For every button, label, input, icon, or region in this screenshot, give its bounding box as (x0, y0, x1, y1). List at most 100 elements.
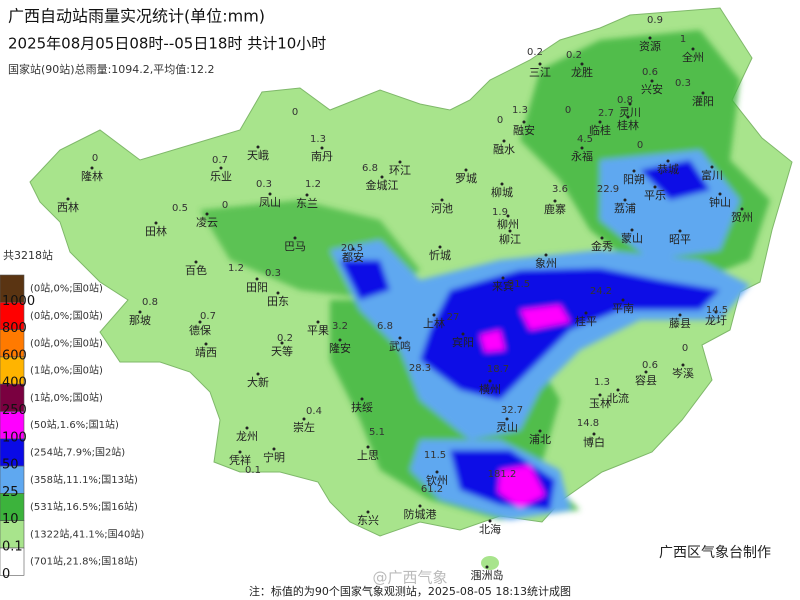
station-dot (666, 159, 670, 163)
rain-patches (200, 30, 770, 520)
rain-reading: 1.9 (492, 207, 508, 218)
station-dot (681, 363, 685, 367)
place-name: 那坡 (129, 314, 151, 327)
station-dot (500, 182, 504, 186)
legend-stats: (0站,0%;国0站) (30, 336, 103, 349)
period: 2025年08月05日08时--05日18时 共计10小时 (8, 35, 326, 53)
station-dot (740, 207, 744, 211)
place-name: 富川 (701, 168, 723, 182)
station-dot (485, 565, 489, 569)
legend-threshold: 100 (2, 430, 27, 445)
rain-reading: 0.6 (642, 360, 658, 371)
place-name: 宁明 (263, 450, 285, 464)
place-name: 柳州 (497, 217, 519, 231)
place-name: 象州 (535, 257, 557, 270)
rain-reading: 0.2 (566, 50, 582, 61)
rain-reading: 2.7 (598, 108, 614, 119)
legend-threshold: 10 (2, 512, 19, 527)
station-dot (522, 120, 526, 124)
rain-reading: 32.7 (501, 405, 523, 416)
legend-stats: (1站,0%;国0站) (30, 391, 103, 404)
place-name: 阳朔 (623, 173, 645, 186)
station-dot (66, 197, 70, 201)
place-name: 百色 (185, 263, 207, 277)
station-dot (632, 169, 636, 173)
rain-reading: 0.2 (527, 47, 543, 58)
rain-reading: 0.1 (245, 465, 261, 476)
rain-reading: 20.5 (341, 243, 363, 254)
station-dot (280, 341, 284, 345)
station-dot (538, 62, 542, 66)
station-dot (621, 298, 625, 302)
legend-stats: (531站,16.5%;国16站) (30, 500, 138, 513)
rain-reading: 0.6 (642, 67, 658, 78)
rain-reading: 27 (447, 312, 460, 323)
place-name: 涠洲岛 (471, 568, 504, 582)
place-name: 环江 (389, 164, 411, 177)
station-dot (338, 338, 342, 342)
rain-reading: 24.2 (590, 286, 612, 297)
place-name: 横州 (479, 382, 501, 396)
station-dot (488, 379, 492, 383)
place-name: 龙圩 (705, 314, 727, 327)
rain-reading: 14.8 (577, 418, 599, 429)
rain-reading: 1 (680, 34, 686, 45)
legend-swatch (0, 274, 25, 303)
station-dot (205, 212, 209, 216)
station-dot (544, 253, 548, 257)
rain-reading: 1.3 (594, 377, 610, 388)
legend-threshold: 50 (2, 458, 19, 473)
credit: 广西区气象台制作 (659, 545, 771, 561)
place-name: 罗城 (455, 172, 477, 185)
station-dot (268, 192, 272, 196)
rain-reading: 0.3 (256, 179, 272, 190)
place-name: 扶绥 (351, 400, 373, 414)
station-dot (648, 36, 652, 40)
title: 广西自动站雨量实况统计(单位:mm) (8, 7, 265, 26)
rain-reading: 5.1 (369, 427, 385, 438)
rain-reading: 6.8 (377, 321, 393, 332)
legend-stats: (0站,0%;国0站) (30, 309, 103, 322)
place-name: 蒙山 (621, 232, 643, 245)
legend-swatch (0, 547, 25, 576)
station-dot (630, 228, 634, 232)
place-name: 大新 (247, 375, 269, 389)
place-name: 平南 (612, 302, 634, 315)
station-dot (138, 310, 142, 314)
rain-reading: 1.3 (310, 134, 326, 145)
station-dot (245, 426, 249, 430)
station-dot (418, 504, 422, 508)
station-dot (553, 199, 557, 203)
station-dot (351, 247, 355, 251)
legend-threshold: 0.1 (2, 540, 23, 555)
place-name: 金秀 (591, 239, 613, 253)
place-name: 北海 (479, 522, 501, 536)
station-dot (293, 236, 297, 240)
place-name: 武鸣 (389, 339, 411, 353)
place-name: 岑溪 (672, 367, 694, 380)
rain-reading: 0.7 (212, 155, 228, 166)
station-dot (366, 510, 370, 514)
rain-reading: 31.5 (508, 279, 530, 290)
legend-swatch (0, 520, 25, 549)
legend-total: 共3218站 (3, 248, 53, 262)
rain-reading: 22.9 (597, 184, 619, 195)
summary: 国家站(90站)总雨量:1094.2,平均值:12.2 (8, 62, 214, 76)
place-name: 桂平 (575, 314, 597, 328)
place-name: 融水 (493, 143, 515, 156)
place-name: 龙州 (236, 430, 258, 443)
place-name: 北流 (607, 391, 629, 405)
place-name: 灌阳 (692, 95, 714, 108)
legend-stats: (358站,11.1%;国13站) (30, 473, 138, 486)
station-dot (501, 276, 505, 280)
rain-reading: 4.5 (577, 134, 593, 145)
place-name: 融安 (513, 123, 535, 137)
station-dot (505, 417, 509, 421)
station-dot (320, 146, 324, 150)
station-dot (650, 79, 654, 83)
rain-reading: 0 (682, 343, 688, 354)
place-name: 平乐 (644, 189, 666, 202)
legend-stats: (50站,1.6%;国1站) (30, 418, 119, 431)
